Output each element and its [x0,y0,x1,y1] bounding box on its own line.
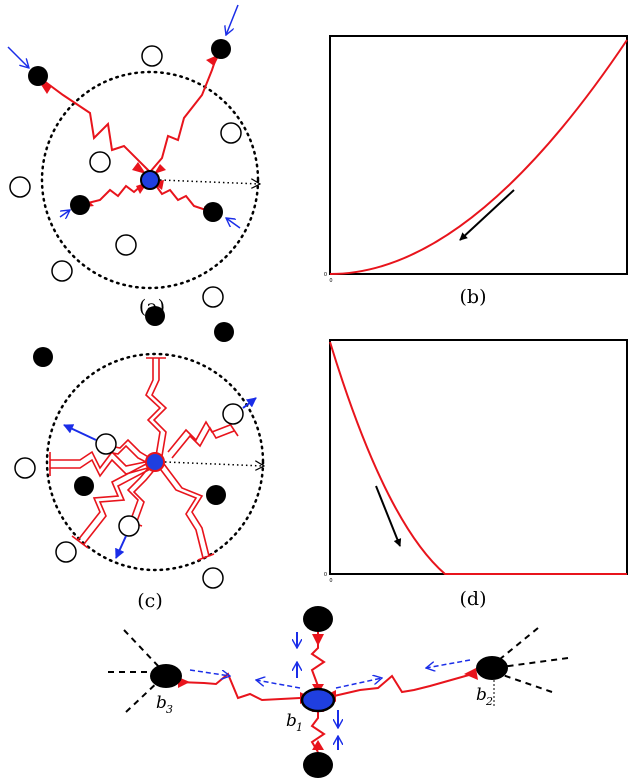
plot-frame-b [329,35,628,275]
svg-text:b: b [476,685,487,705]
radius-arrow-c [164,462,264,466]
filled-particles-c [33,306,234,505]
node-top [303,606,333,632]
panel-network: b 3 b 1 b 2 [108,606,569,778]
node-label-b3: b 3 [156,693,173,716]
node-label-b1: b 1 [286,711,303,734]
tangent-arrow-b [459,189,515,241]
svg-text:b: b [286,711,297,731]
tangent-arrow-d [375,485,402,547]
svg-text:2: 2 [485,695,493,708]
displacement-arrows [189,659,471,689]
spring-heads-a [38,54,220,218]
dashed-bonds [108,627,569,713]
node-b2 [476,656,508,680]
panel-c: (c) [14,306,264,612]
x-origin-d: 0 [329,578,332,584]
node-label-b2: b 2 [476,685,493,708]
force-arrows-a [7,4,241,229]
panel-label-d: (d) [460,588,487,610]
plot-frame-d [329,339,628,575]
y-origin-d: 0 [324,572,327,578]
open-particles-c [14,403,244,589]
center-particle-c [145,452,165,472]
vertical-arrows [297,632,338,750]
center-particle-a [140,170,160,190]
filled-particles-a [28,39,231,222]
curve-d [329,341,627,575]
node-b1 [300,687,336,713]
y-origin-b: 0 [324,272,327,278]
node-bottom [303,752,333,778]
panel-label-b: (b) [460,286,487,308]
springs-a [39,51,219,213]
force-arrows-c [63,397,257,559]
springs-c [49,357,239,561]
svg-text:3: 3 [166,703,173,716]
panel-b: 0 0 (b) [324,35,628,308]
node-b3 [150,664,182,688]
svg-text:1: 1 [296,721,303,734]
radius-arrow-a [159,180,260,184]
svg-text:b: b [156,693,167,713]
x-origin-b: 0 [329,278,332,284]
curve-b [329,39,628,275]
panel-label-c: (c) [137,590,162,612]
panel-a: (a) [7,4,260,318]
panel-d: 0 0 (d) [324,339,628,610]
open-particles [9,45,242,308]
